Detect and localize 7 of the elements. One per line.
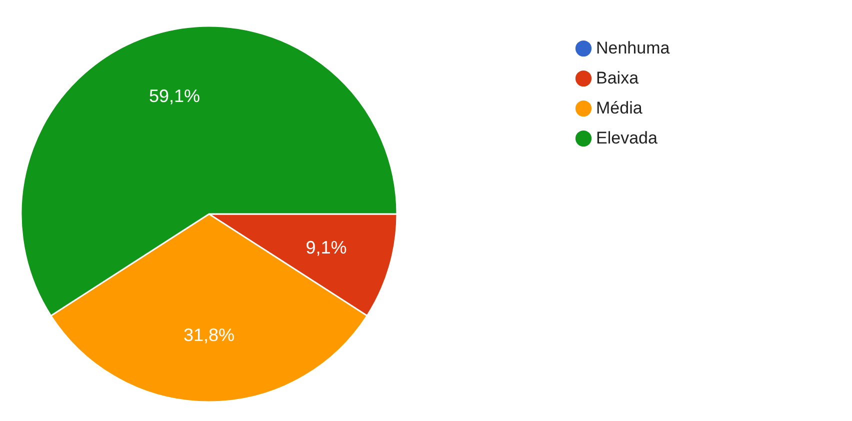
legend-label: Elevada: [596, 128, 658, 148]
data-label: 31,8%: [183, 325, 235, 346]
data-label: 9,1%: [306, 237, 347, 258]
legend-label: Média: [596, 98, 643, 118]
data-label: 59,1%: [149, 86, 200, 106]
legend-label: Baixa: [596, 68, 640, 88]
legend-label: Nenhuma: [596, 38, 670, 58]
